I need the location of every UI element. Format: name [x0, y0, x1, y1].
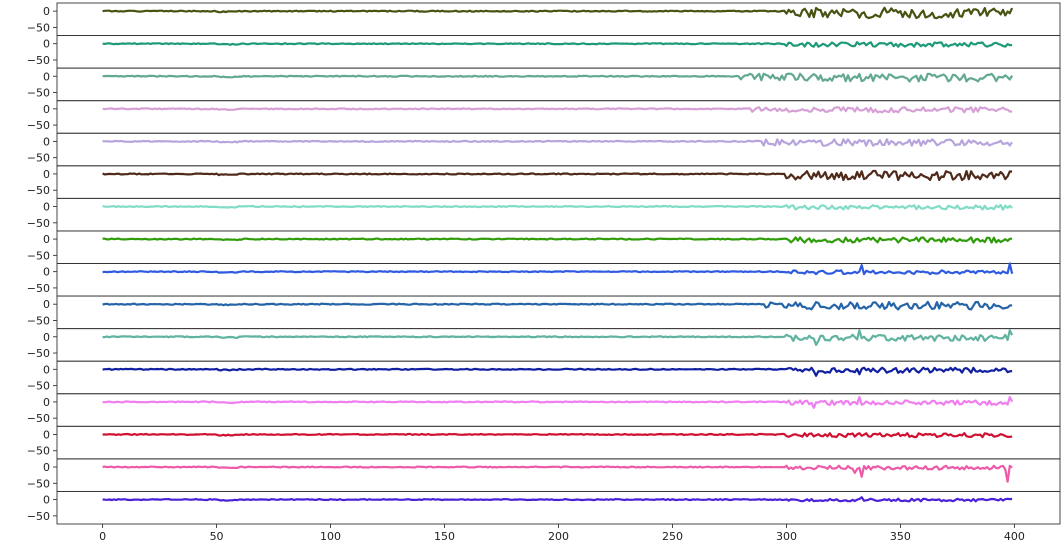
y-tick-label: −50	[27, 217, 50, 230]
subplot-3: 0−50	[27, 67, 1061, 102]
y-tick-label: 0	[43, 5, 50, 18]
subplot-12: 0−50	[27, 360, 1061, 395]
subplot-frame	[56, 197, 1061, 232]
y-tick-label: 0	[43, 201, 50, 214]
series-line	[102, 366, 1013, 377]
subplot-15: 0−50	[27, 458, 1061, 492]
y-tick-label: −50	[27, 314, 50, 327]
x-tick-label: 400	[1004, 530, 1025, 543]
subplot-11: 0−50	[27, 328, 1061, 362]
x-axis: 0 50 100 150 200 250 300 350 400	[99, 524, 1025, 543]
series-line	[102, 300, 1013, 311]
y-tick-label: −50	[27, 21, 50, 34]
series-line	[102, 6, 1014, 20]
series-line	[102, 72, 1014, 83]
subplot-frame	[56, 295, 1061, 330]
series-line	[102, 41, 1013, 48]
subplot-2: 0−50	[27, 35, 1061, 69]
y-tick-label: −50	[27, 119, 50, 132]
subplot-panels: 0−500−500−500−500−500−500−500−500−500−50…	[27, 2, 1061, 525]
y-tick-label: 0	[43, 428, 50, 441]
series-line	[102, 106, 1013, 114]
subplot-4: 0−50	[27, 100, 1061, 134]
subplot-frame	[56, 100, 1061, 134]
subplot-9: 0−50	[27, 262, 1061, 297]
subplot-frame	[56, 230, 1061, 264]
y-tick-label: −50	[27, 152, 50, 165]
series-line	[102, 236, 1013, 244]
y-tick-label: 0	[43, 396, 50, 409]
subplot-frame	[56, 35, 1061, 69]
series-line	[102, 329, 1014, 346]
series-line	[102, 395, 1014, 409]
subplot-frame	[56, 458, 1061, 492]
series-line	[102, 432, 1013, 439]
subplot-frame	[56, 360, 1061, 395]
x-tick-label: 200	[548, 530, 569, 543]
y-tick-label: 0	[43, 168, 50, 181]
subplot-frame	[56, 393, 1061, 427]
series-line	[102, 169, 1013, 182]
subplot-frame	[56, 165, 1061, 199]
y-tick-label: 0	[43, 494, 50, 507]
subplot-10: 0−50	[27, 295, 1061, 330]
series-line	[102, 262, 1014, 276]
subplot-13: 0−50	[27, 393, 1061, 427]
y-tick-label: 0	[43, 298, 50, 311]
y-tick-label: 0	[43, 266, 50, 279]
x-tick-label: 0	[99, 530, 106, 543]
subplot-5: 0−50	[27, 132, 1061, 167]
y-tick-label: 0	[43, 233, 50, 246]
x-tick-label: 250	[662, 530, 683, 543]
y-tick-label: 0	[43, 363, 50, 376]
subplot-1: 0−50	[27, 2, 1061, 37]
x-tick-label: 350	[890, 530, 911, 543]
y-tick-label: −50	[27, 282, 50, 295]
x-tick-label: 300	[776, 530, 797, 543]
series-line	[102, 138, 1014, 147]
y-tick-label: −50	[27, 347, 50, 360]
x-tick-label: 100	[320, 530, 341, 543]
subplot-frame	[56, 2, 1061, 37]
subplot-frame	[56, 425, 1061, 460]
subplot-14: 0−50	[27, 425, 1061, 460]
subplot-7: 0−50	[27, 197, 1061, 232]
subplot-frame	[56, 67, 1061, 102]
y-tick-label: −50	[27, 249, 50, 262]
y-tick-label: −50	[27, 380, 50, 393]
y-tick-label: −50	[27, 477, 50, 490]
y-tick-label: −50	[27, 510, 50, 523]
series-line	[102, 204, 1013, 211]
y-tick-label: −50	[27, 412, 50, 425]
y-tick-label: 0	[43, 70, 50, 83]
y-tick-label: 0	[43, 135, 50, 148]
subplot-6: 0−50	[27, 165, 1061, 199]
subplot-16: 0−50	[27, 490, 1061, 525]
series-line	[102, 496, 1013, 503]
y-tick-label: −50	[27, 87, 50, 100]
y-tick-label: −50	[27, 445, 50, 458]
y-tick-label: 0	[43, 103, 50, 116]
series-line	[102, 464, 1013, 483]
subplot-frame	[56, 263, 1061, 297]
subplot-8: 0−50	[27, 230, 1061, 264]
y-tick-label: −50	[27, 54, 50, 67]
y-tick-label: 0	[43, 331, 50, 344]
x-tick-label: 150	[434, 530, 455, 543]
y-tick-label: 0	[43, 461, 50, 474]
subplot-frame	[56, 490, 1061, 525]
y-tick-label: 0	[43, 38, 50, 51]
subplot-frame	[56, 328, 1061, 362]
subplot-frame	[56, 132, 1061, 167]
x-tick-label: 50	[210, 530, 224, 543]
y-tick-label: −50	[27, 184, 50, 197]
